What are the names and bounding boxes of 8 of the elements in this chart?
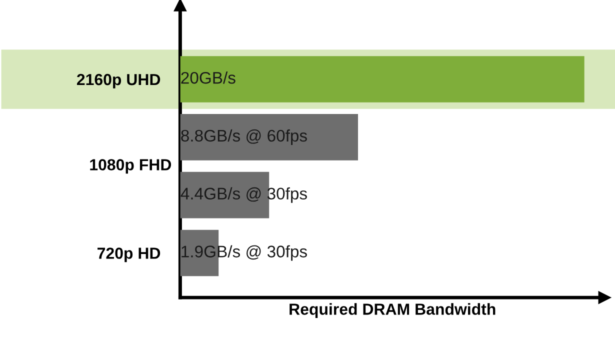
data-label: 8.8GB/s @ 60fps [181, 129, 307, 145]
data-label: 20GB/s [181, 72, 236, 84]
text: 1080p FHD [90, 159, 172, 174]
y-tick-label: 2160p UHD [76, 74, 160, 88]
y-tick-label: 720p HD [98, 248, 160, 262]
bar [180, 172, 270, 218]
bar [180, 114, 358, 160]
x-axis-title: Required DRAM Bandwidth [290, 303, 496, 318]
